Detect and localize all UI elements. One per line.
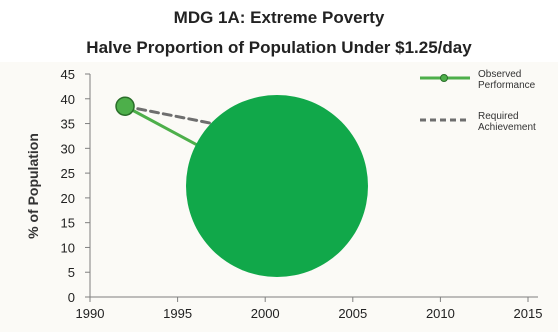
legend-required-line1: Required [478, 111, 519, 122]
y-tick-label: 10 [61, 240, 75, 255]
y-tick-label: 40 [61, 92, 75, 107]
y-tick-label: 25 [61, 166, 75, 181]
start-point-marker [115, 96, 135, 116]
x-tick-label: 2010 [426, 306, 455, 321]
y-axis-label: % of Population [25, 133, 41, 239]
y-tick-label: 30 [61, 141, 75, 156]
y-tick-label: 5 [68, 265, 75, 280]
legend-required-label: Required Achievement [478, 111, 536, 133]
legend-observed-label: Observed Performance [478, 69, 536, 91]
legend-required-line2: Achievement [478, 122, 536, 133]
y-tick-group: 0 5 10 15 20 25 30 35 40 45 [61, 67, 90, 305]
chart-title: MDG 1A: Extreme Poverty [173, 8, 385, 27]
y-tick-label: 45 [61, 67, 75, 82]
overlay-circle [186, 95, 368, 277]
x-tick-label: 1990 [76, 306, 105, 321]
legend-observed-line2: Performance [478, 80, 536, 91]
x-tick-label: 2005 [338, 306, 367, 321]
y-tick-label: 35 [61, 117, 75, 132]
legend: Observed Performance Required Achievemen… [420, 69, 536, 133]
x-tick-label: 2000 [251, 306, 280, 321]
x-tick-group: 1990 1995 2000 2005 2010 2015 [76, 297, 543, 321]
legend-observed-line1: Observed [478, 69, 521, 80]
y-tick-label: 20 [61, 191, 75, 206]
x-tick-label: 1995 [163, 306, 192, 321]
y-tick-label: 15 [61, 216, 75, 231]
legend-observed-marker [440, 74, 448, 82]
chart-subtitle: Halve Proportion of Population Under $1.… [86, 38, 472, 57]
x-tick-label: 2015 [514, 306, 543, 321]
y-tick-label: 0 [68, 290, 75, 305]
series-line-2 [123, 104, 215, 126]
